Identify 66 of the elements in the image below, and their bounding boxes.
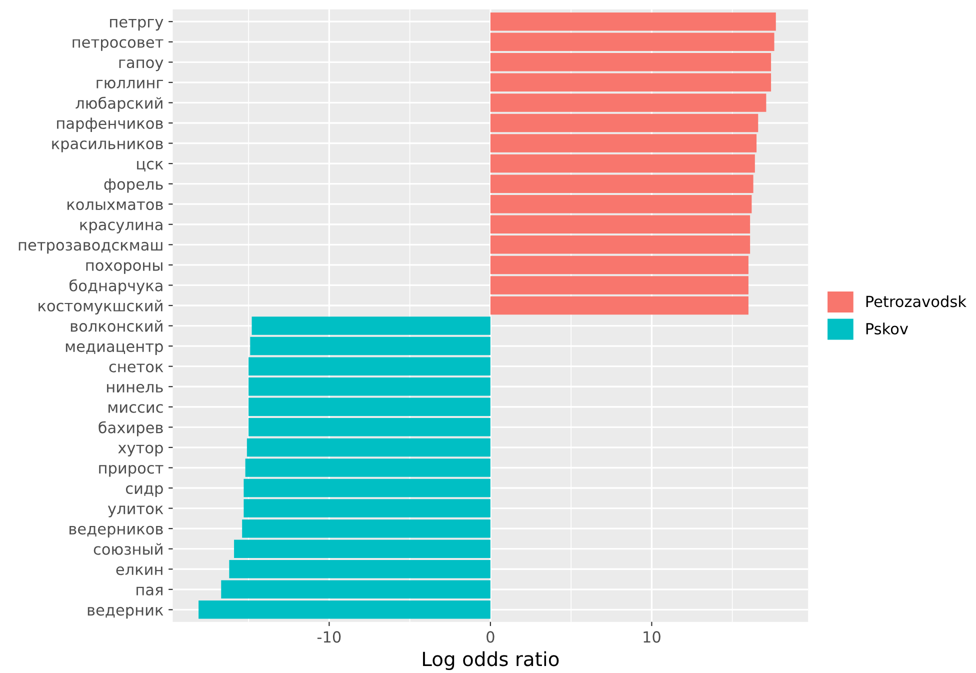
bar [248,418,490,436]
bar [490,194,752,214]
x-axis-title: Log odds ratio [423,651,559,670]
x-tick-label: 0 [486,631,494,643]
y-tick-label: сидр [126,485,163,497]
y-tick-label: снеток [109,364,164,372]
y-tick-label: бахирев [98,421,163,436]
y-tick-label: гапоу [119,59,164,72]
bar [490,73,772,92]
bar [490,12,776,31]
bar [490,94,766,112]
y-tick-label: петргу [110,18,164,31]
y-tick-label: цск [137,160,164,172]
bar [221,580,490,599]
y-tick-label: петросовет [72,39,164,51]
y-tick-label: форель [104,178,163,193]
bar [490,134,757,152]
bar [490,174,754,193]
y-tick-label: волконский [70,320,162,332]
bar [245,458,490,477]
y-tick-label: любарский [76,96,162,112]
bar [490,276,748,294]
bar [248,357,490,376]
bar [490,53,772,72]
bar [490,215,750,234]
y-tick-label: красулина [80,222,162,234]
y-tick-label: прирост [99,464,164,477]
x-tick-label: 10 [644,631,660,643]
bar [490,154,755,173]
y-tick-label: ведерников [70,526,163,538]
bar [490,296,748,315]
y-tick-label: пая [136,586,162,596]
bar [248,377,490,396]
bar [490,256,748,274]
bar [490,32,774,51]
y-tick-label: нинель [107,384,163,393]
bar [252,316,490,335]
y-tick-label: улиток [108,506,164,518]
bar [229,560,490,578]
y-tick-label: костомукшский [38,300,162,314]
bar [234,540,490,558]
bar [246,438,490,457]
y-tick-label: парфенчиков [57,118,163,132]
y-tick-label: хутор [118,444,163,456]
y-tick-label: похороны [86,262,162,274]
y-tick-label: петрозаводскмаш [18,242,162,254]
x-tick-label: -10 [317,631,341,643]
y-tick-label: гюллинг [96,80,163,88]
y-tick-label: елкин [116,566,162,576]
y-tick-label: миссис [108,404,163,413]
y-tick-label: колыхматов [68,201,163,210]
bar [198,600,490,619]
y-tick-label: боднарчука [70,279,162,294]
bar [242,519,490,538]
bar [248,398,490,416]
legend-label: Pskov [866,322,908,334]
bar [244,478,490,498]
bar [244,499,490,518]
legend-label: Petrozavodsk [866,295,966,308]
y-tick-label: ведерник [88,606,164,619]
bar [490,236,750,254]
y-tick-label: медиацентр [66,343,163,356]
bar [490,114,758,132]
bar [250,336,490,356]
y-tick-label: союзный [94,543,162,555]
y-tick-label: красильников [52,140,163,152]
